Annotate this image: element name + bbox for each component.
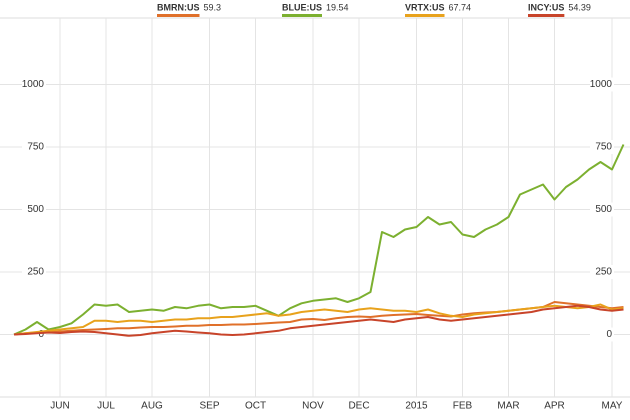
y-label-box [22, 77, 46, 92]
x-tick-label: APR [544, 401, 565, 412]
x-tick-label: JUL [97, 401, 115, 412]
x-tick-label: JUN [50, 401, 69, 412]
y-label-box [22, 140, 46, 154]
legend-value: 67.74 [449, 2, 472, 12]
x-tick-label: SEP [199, 401, 219, 412]
y-label-box [590, 327, 614, 342]
x-tick-label: AUG [141, 401, 163, 412]
y-tick-label-right: 750 [595, 142, 612, 153]
y-tick-label: 750 [27, 142, 44, 153]
y-tick-label: 0 [38, 329, 44, 340]
legend-name: INCY:US [528, 2, 564, 12]
y-label-box [22, 265, 46, 279]
y-tick-label: 250 [27, 267, 44, 278]
y-tick-label-right: 500 [595, 204, 612, 215]
legend-swatch [528, 14, 565, 17]
x-tick-label: MAY [602, 401, 623, 412]
x-tick-label: 2015 [405, 401, 428, 412]
y-tick-label: 1000 [22, 79, 45, 90]
series-line [13, 304, 624, 337]
y-label-box [590, 77, 614, 92]
y-tick-label-right: 250 [595, 267, 612, 278]
x-tick-label: NOV [302, 401, 324, 412]
y-label-box [590, 202, 614, 217]
x-tick-label: DEC [348, 401, 369, 412]
legend-name: BLUE:US [282, 2, 322, 12]
legend-value: 19.54 [326, 2, 349, 12]
legend-value: 54.39 [568, 2, 591, 12]
y-label-box [590, 265, 614, 279]
legend-name: VRTX:US [405, 2, 445, 12]
y-label-box [590, 140, 614, 154]
y-label-box [22, 202, 46, 217]
y-tick-label: 500 [27, 204, 44, 215]
legend-swatch [405, 14, 445, 17]
legend-swatch [282, 14, 322, 17]
y-tick-label-right: 1000 [590, 79, 613, 90]
x-tick-label: OCT [245, 401, 266, 412]
x-tick-label: MAR [497, 401, 519, 412]
series-line [13, 301, 624, 336]
legend-name: BMRN:US [157, 2, 200, 12]
series-line [13, 144, 625, 336]
x-tick-label: FEB [453, 401, 473, 412]
series-line [13, 303, 624, 336]
y-tick-label-right: 0 [606, 329, 612, 340]
legend-value: 59.3 [204, 2, 222, 12]
legend-swatch [157, 14, 200, 17]
